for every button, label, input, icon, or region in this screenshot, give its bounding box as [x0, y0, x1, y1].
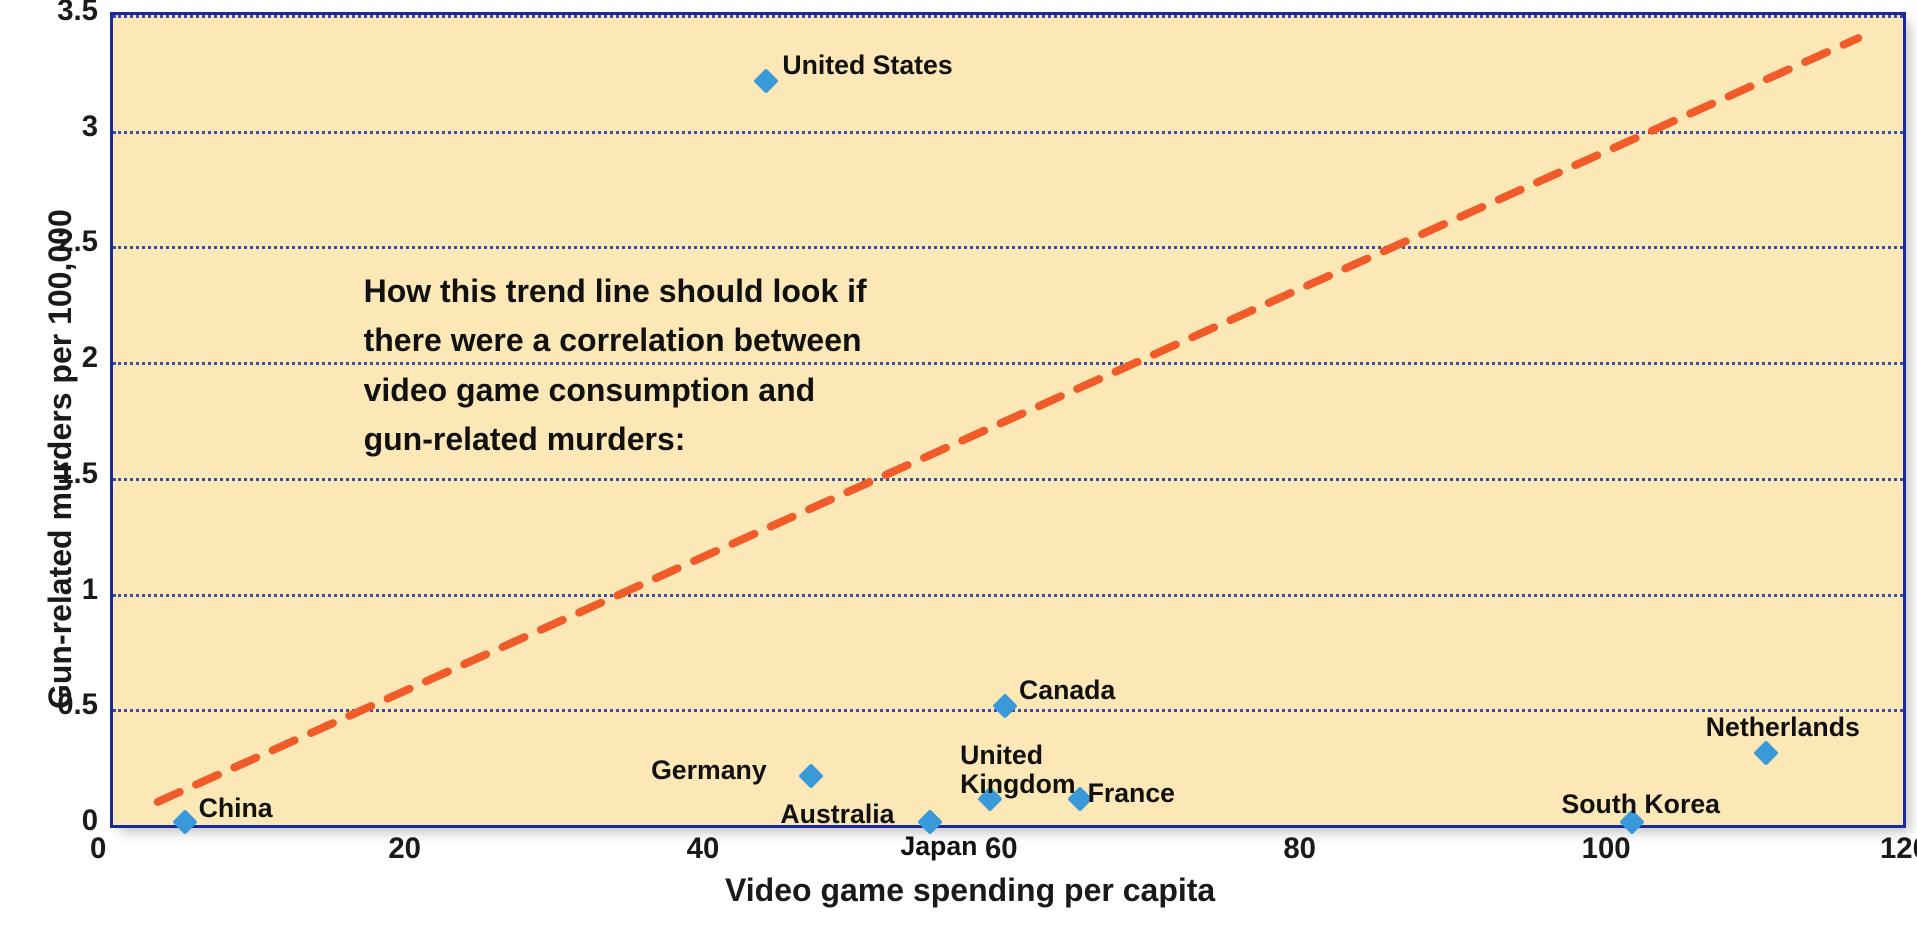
data-point-label: UnitedKingdom	[960, 741, 1076, 800]
data-point-label: China	[199, 794, 273, 823]
x-tick-label: 120	[1880, 832, 1917, 866]
y-tick-label: 3.5	[57, 0, 98, 28]
y-axis-title: Gun-related murders per 100,000	[42, 209, 79, 709]
annotation-text: How this trend line should look ifthere …	[364, 267, 867, 465]
data-point-label: Germany	[651, 756, 767, 785]
data-point-label: Canada	[1019, 676, 1115, 705]
data-point-label: France	[1088, 779, 1175, 808]
y-tick-label: 2	[82, 341, 98, 375]
x-axis-title: Video game spending per capita	[725, 872, 1215, 909]
x-tick-label: 0	[90, 832, 106, 866]
x-tick-label: 20	[388, 832, 421, 866]
y-tick-label: 1	[82, 573, 98, 607]
data-point-label: South Korea	[1562, 790, 1720, 819]
scatter-chart: 00.511.522.533.5020406080100120Gun-relat…	[0, 0, 1917, 926]
x-tick-label: 80	[1283, 832, 1316, 866]
data-point-label: Australia	[780, 800, 894, 829]
y-tick-label: 3	[82, 110, 98, 144]
x-tick-label: 100	[1582, 832, 1631, 866]
x-tick-label: 40	[687, 832, 720, 866]
data-point-label: Netherlands	[1706, 713, 1860, 742]
data-point-label: United States	[782, 51, 952, 80]
x-tick-label: 60	[985, 832, 1018, 866]
data-point-label: Japan	[900, 832, 977, 861]
